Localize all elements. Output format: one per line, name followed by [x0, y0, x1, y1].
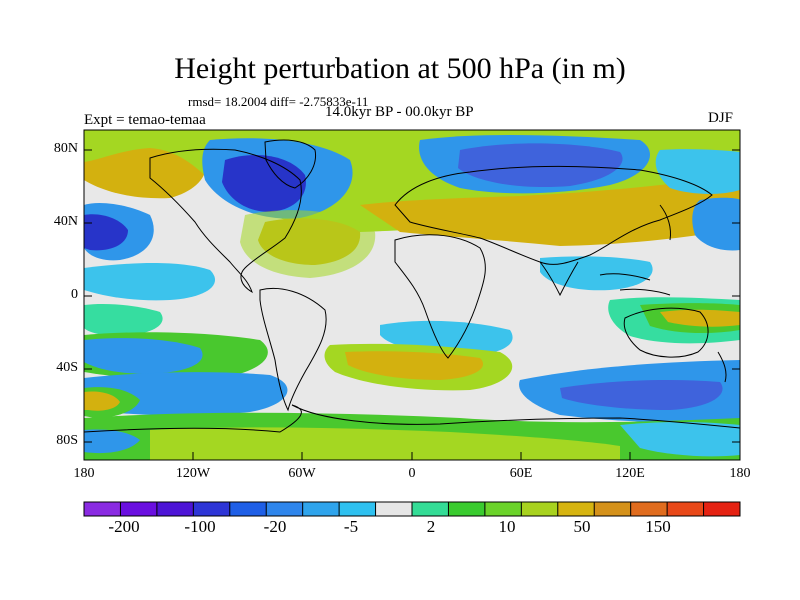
- rmsd-diff-stats: rmsd= 18.2004 diff= -2.75833e-11: [188, 94, 369, 109]
- season-label: DJF: [708, 110, 734, 126]
- colorbar-frame: [83, 501, 741, 517]
- coast-north-america: [149, 148, 302, 294]
- coast-japan: [659, 204, 671, 241]
- lon-label-60e: 60E: [509, 466, 533, 481]
- coast-greenland: [264, 139, 317, 189]
- colorbar-swatch: [594, 502, 632, 516]
- coast-eurasia: [394, 165, 713, 265]
- coast-south-america: [259, 287, 327, 412]
- colorbar-swatch: [375, 502, 413, 516]
- field-blue-east-pacific: [692, 197, 740, 251]
- colorbar-swatch: [339, 502, 376, 516]
- field-blue-antarctic-patch: [84, 429, 140, 454]
- experiment-label: Expt = temao-temaa: [84, 112, 206, 128]
- colorbar: [83, 501, 741, 517]
- coast-new-zealand: [717, 351, 727, 383]
- field-cyan-tropical-band-east: [540, 256, 653, 291]
- field-cyan-tropical-band-west: [84, 263, 216, 301]
- lat-label-80n: 80N: [53, 141, 78, 156]
- colorbar-swatch: [484, 502, 522, 516]
- coastlines: [84, 139, 740, 433]
- lon-label-180w: 180: [73, 466, 95, 481]
- field-teal-tropical-pacific: [84, 303, 163, 336]
- lat-label-40n: 40N: [53, 214, 78, 229]
- colorbar-swatch: [630, 502, 668, 516]
- field-cyan-antarctic-patch: [620, 421, 740, 457]
- period-label: 14.0kyr BP - 00.0kyr BP: [325, 104, 474, 120]
- field-deep-blue-south-indian: [560, 380, 723, 410]
- colorbar-swatch: [156, 502, 194, 516]
- colorbar-swatch: [412, 502, 449, 516]
- colorbar-label-50: 50: [573, 517, 591, 536]
- colorbar-swatch: [193, 502, 231, 516]
- colorbar-swatch: [667, 502, 704, 516]
- field-cyan-north-pacific: [655, 149, 740, 194]
- axis-ticks: [83, 149, 741, 460]
- colorbar-swatch: [302, 502, 340, 516]
- lon-label-0: 0: [408, 466, 416, 481]
- field-deep-blue-siberia: [458, 143, 623, 188]
- colorbar-swatch: [521, 502, 559, 516]
- map-title: Height perturbation at 500 hPa (in m): [174, 52, 626, 85]
- coast-indonesia: [599, 273, 671, 296]
- coast-australia: [623, 307, 709, 358]
- colorbar-label-10: 10: [498, 517, 516, 536]
- colorbar-label-minus100: -100: [184, 517, 216, 536]
- field-blue-south-pacific: [84, 338, 203, 374]
- field-deep-blue-west-pacific: [84, 214, 128, 251]
- colorbar-swatch: [120, 502, 158, 516]
- coast-india: [539, 261, 579, 297]
- lon-label-180e: 180: [729, 466, 751, 481]
- colorbar-label-150: 150: [645, 517, 671, 536]
- height-field: [84, 130, 740, 460]
- lat-label-40s: 40S: [56, 360, 78, 375]
- lat-label-0: 0: [71, 287, 78, 302]
- colorbar-swatch: [557, 502, 595, 516]
- field-ochre-south-atlantic: [345, 351, 484, 380]
- colorbar-swatch: [703, 502, 741, 516]
- coast-antarctica: [84, 404, 740, 433]
- coast-africa: [394, 234, 486, 359]
- field-ochre-south-pacific-lower: [84, 391, 120, 411]
- field-lime-atlantic-high-edge: [240, 210, 376, 278]
- colorbar-swatch: [266, 502, 304, 516]
- field-ochre-north-band: [360, 175, 740, 246]
- colorbar-label-minus5: -5: [343, 517, 359, 536]
- lon-label-120e: 120E: [615, 466, 645, 481]
- colorbar-swatch: [448, 502, 486, 516]
- field-lime-antarctic: [150, 427, 620, 460]
- colorbar-label-minus200: -200: [108, 517, 140, 536]
- colorbar-label-2: 2: [426, 517, 436, 536]
- field-deep-blue-canada: [222, 155, 306, 212]
- field-ochre-south-indian: [660, 309, 740, 327]
- colorbar-label-minus20: -20: [263, 517, 287, 536]
- lat-label-80s: 80S: [56, 433, 78, 448]
- lon-label-60w: 60W: [288, 466, 316, 481]
- lon-label-120w: 120W: [175, 466, 211, 481]
- colorbar-swatch: [229, 502, 267, 516]
- colorbar-swatch: [84, 502, 121, 516]
